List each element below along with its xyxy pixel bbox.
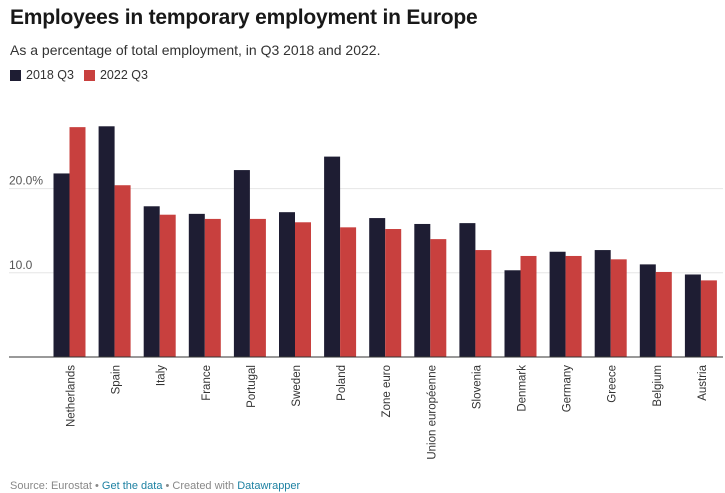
bar-2018 xyxy=(233,170,250,357)
x-tick-label: Italy xyxy=(156,365,168,386)
x-tick-label: Greece xyxy=(607,365,619,403)
legend: 2018 Q3 2022 Q3 xyxy=(10,68,148,82)
datawrapper-link[interactable]: Datawrapper xyxy=(237,480,301,492)
y-tick-label: 20.0% xyxy=(9,174,43,188)
x-tick-label: Denmark xyxy=(517,365,529,412)
legend-item-2018: 2018 Q3 xyxy=(10,68,74,82)
legend-swatch-2018 xyxy=(10,69,21,81)
x-tick-label: Belgium xyxy=(652,365,664,407)
bar-2022 xyxy=(159,214,176,357)
x-tick-label: Sweden xyxy=(291,365,303,407)
bar-2022 xyxy=(69,127,86,357)
source-text: Source: Eurostat xyxy=(10,480,92,492)
bar-2022 xyxy=(204,218,221,357)
bar-2022 xyxy=(700,280,717,357)
bar-2018 xyxy=(279,212,295,357)
legend-swatch-2022 xyxy=(83,69,95,81)
bar-2018 xyxy=(188,213,205,357)
bar-2022 xyxy=(340,227,357,357)
bar-2022 xyxy=(249,218,266,357)
bar-2022 xyxy=(430,239,447,357)
bar-2018 xyxy=(53,173,70,357)
bar-2022 xyxy=(520,255,537,357)
bar-2018 xyxy=(504,270,521,357)
bar-2022 xyxy=(114,185,131,357)
bar-2022 xyxy=(295,222,311,357)
x-tick-label: Spain xyxy=(111,365,123,394)
y-tick-label: 10.0 xyxy=(9,258,33,272)
x-tick-label: Zone euro xyxy=(381,365,393,417)
legend-label-2022: 2022 Q3 xyxy=(99,68,148,82)
bar-2018 xyxy=(549,251,566,357)
bar-2018 xyxy=(594,250,611,357)
created-with-text: • Created with xyxy=(162,480,238,492)
bar-2018 xyxy=(684,274,701,357)
x-tick-label: Poland xyxy=(336,365,348,401)
bar-2018 xyxy=(639,264,656,357)
footer-separator: • xyxy=(91,480,102,492)
x-tick-label: Germany xyxy=(562,365,574,413)
bar-2022 xyxy=(385,229,402,357)
bar-2018 xyxy=(414,223,431,357)
footer: Source: Eurostat • Get the data • Create… xyxy=(10,480,300,492)
bar-chart: 10.0 20.0% Netherlands Spain Italy France Port… xyxy=(9,126,723,460)
bar-2022 xyxy=(655,271,672,357)
bar-2018 xyxy=(369,218,386,357)
bar-2018 xyxy=(324,156,341,357)
x-tick-label: Austria xyxy=(697,364,709,400)
chart-subtitle: As a percentage of total employment, in … xyxy=(10,42,381,58)
x-tick-label: Netherlands xyxy=(66,365,78,427)
bar-2022 xyxy=(475,250,492,357)
x-tick-label: Portugal xyxy=(246,365,258,408)
x-tick-label: Union européenne xyxy=(426,365,438,460)
bar-2018 xyxy=(143,206,160,357)
x-tick-label: Slovenia xyxy=(471,364,483,409)
x-tick-label: France xyxy=(201,365,213,401)
legend-label-2018: 2018 Q3 xyxy=(26,68,74,82)
bar-2022 xyxy=(565,255,582,357)
get-data-link[interactable]: Get the data xyxy=(101,480,163,492)
legend-item-2022: 2022 Q3 xyxy=(83,68,148,82)
bar-2022 xyxy=(610,259,627,357)
bar-2018 xyxy=(98,126,115,358)
bar-2018 xyxy=(459,223,476,357)
chart-title: Employees in temporary employment in Eur… xyxy=(10,6,478,29)
